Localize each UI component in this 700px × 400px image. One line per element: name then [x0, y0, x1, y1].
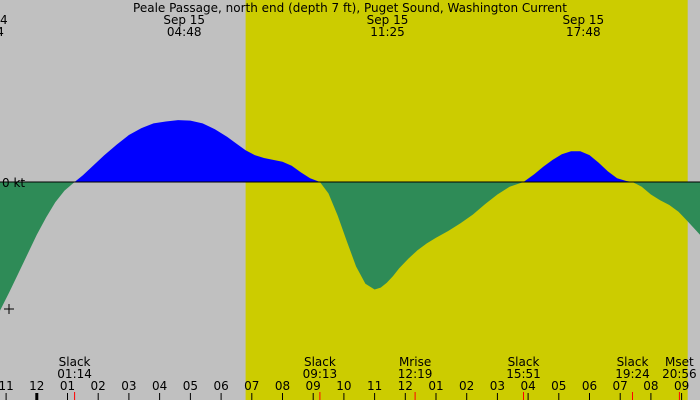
ebb-area — [0, 182, 700, 311]
top-date-label: 14 — [0, 13, 8, 27]
hour-tick-label: 06 — [582, 379, 597, 393]
event-name: Mset — [665, 355, 694, 369]
flood-area — [0, 120, 700, 182]
hour-tick-label: 02 — [91, 379, 106, 393]
event-name: Slack — [304, 355, 336, 369]
top-date-label: Sep 15 — [163, 13, 205, 27]
top-date-label: Sep 15 — [367, 13, 409, 27]
event-name: Slack — [508, 355, 540, 369]
hour-tick-label: 03 — [490, 379, 505, 393]
hour-tick-label: 09 — [674, 379, 689, 393]
y-axis-zero-label: 0 kt — [2, 176, 25, 190]
hour-tick-label: 12 — [398, 379, 413, 393]
current-areas — [0, 120, 700, 311]
event-name: Slack — [59, 355, 91, 369]
event-time: 09:13 — [303, 367, 338, 381]
hour-tick-label: 01 — [60, 379, 75, 393]
hour-tick-label: 04 — [152, 379, 167, 393]
top-date-label: Sep 15 — [562, 13, 604, 27]
hour-tick-label: 11 — [0, 379, 14, 393]
event-name: Slack — [617, 355, 649, 369]
hour-tick-label: 07 — [244, 379, 259, 393]
event-time: 15:51 — [506, 367, 541, 381]
hour-tick-label: 07 — [613, 379, 628, 393]
event-time: 20:56 — [662, 367, 697, 381]
top-time-label: 04:48 — [167, 25, 202, 39]
plus-icon — [4, 304, 14, 314]
event-name: Mrise — [399, 355, 431, 369]
event-labels: Slack01:14Slack09:13Mrise12:19Slack15:51… — [57, 355, 697, 400]
hour-tick-label: 01 — [428, 379, 443, 393]
event-time: 12:19 — [398, 367, 433, 381]
event-time: 01:14 — [57, 367, 92, 381]
hour-tick-label: 05 — [183, 379, 198, 393]
hour-tick-label: 04 — [520, 379, 535, 393]
top-time-label: 17:48 — [566, 25, 601, 39]
hour-axis: 11 12 01 02 03 04 05 06 07 08 09 10 11 12 01 02 03 04 05 06… — [0, 379, 689, 400]
hour-tick-label: 05 — [551, 379, 566, 393]
hour-tick-label: 09 — [306, 379, 321, 393]
hour-tick-label: 08 — [275, 379, 290, 393]
hour-tick-label: 03 — [121, 379, 136, 393]
hour-tick-label: 10 — [336, 379, 351, 393]
event-time: 19:24 — [615, 367, 650, 381]
chart-title: Peale Passage, north end (depth 7 ft), P… — [133, 1, 567, 15]
hour-tick-label: 02 — [459, 379, 474, 393]
top-time-label: 4 — [0, 25, 4, 39]
hour-tick-label: 11 — [367, 379, 382, 393]
hour-tick-label: 12 — [29, 379, 44, 393]
top-time-label: 11:25 — [370, 25, 405, 39]
hour-tick-label: 08 — [643, 379, 658, 393]
hour-tick-label: 06 — [213, 379, 228, 393]
